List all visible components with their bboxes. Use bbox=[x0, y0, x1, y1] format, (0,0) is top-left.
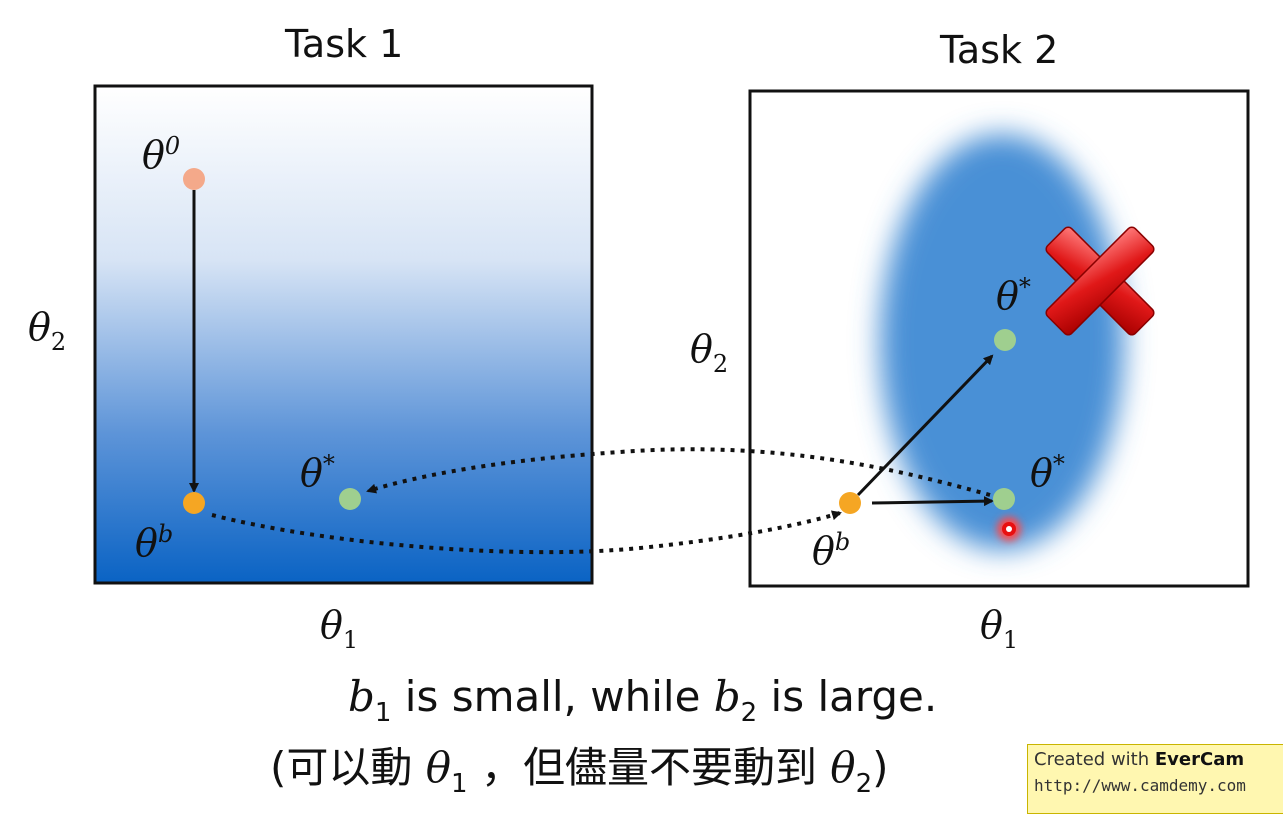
task2-thetastar-right-point bbox=[993, 488, 1015, 510]
caption-line1: b1 is small, while b2 is large. bbox=[348, 672, 938, 728]
task2-thetab-point bbox=[839, 492, 861, 514]
theta0-label: θ0 bbox=[142, 132, 181, 177]
task2-x-axis-label: θ1 bbox=[980, 603, 1019, 654]
task2-thetab-label: θb bbox=[812, 528, 851, 573]
theta0-point bbox=[183, 168, 205, 190]
caption-line2: (可以動 θ1 ，但儘量不要動到 θ2) bbox=[270, 743, 889, 799]
evercam-watermark: Created with EverCam http://www.camdemy.… bbox=[1027, 744, 1283, 814]
task2-y-axis-label: θ2 bbox=[690, 327, 729, 378]
task1-thetab-label: θb bbox=[135, 520, 174, 565]
dotted-path-back-to-task1 bbox=[366, 447, 991, 497]
red-target-point bbox=[997, 517, 1021, 541]
task2-thetastar-right-label: θ* bbox=[1030, 450, 1065, 495]
task1-y-axis-label: θ2 bbox=[28, 305, 67, 356]
task2-arrow-to-right-star bbox=[871, 496, 994, 507]
task1-title: Task 1 bbox=[285, 22, 404, 66]
task2-title: Task 2 bbox=[940, 28, 1059, 72]
task1-x-axis-label: θ1 bbox=[320, 603, 359, 654]
red-cross-icon bbox=[1045, 226, 1155, 336]
task2-thetastar-top-point bbox=[994, 329, 1016, 351]
task1-thetastar-point bbox=[339, 488, 361, 510]
task1-thetab-point bbox=[183, 492, 205, 514]
dotted-path-to-task2 bbox=[211, 510, 842, 555]
task1-thetastar-label: θ* bbox=[300, 450, 335, 495]
task2-arrow-to-top-star bbox=[856, 354, 994, 497]
task2-thetastar-top-label: θ* bbox=[996, 273, 1031, 318]
